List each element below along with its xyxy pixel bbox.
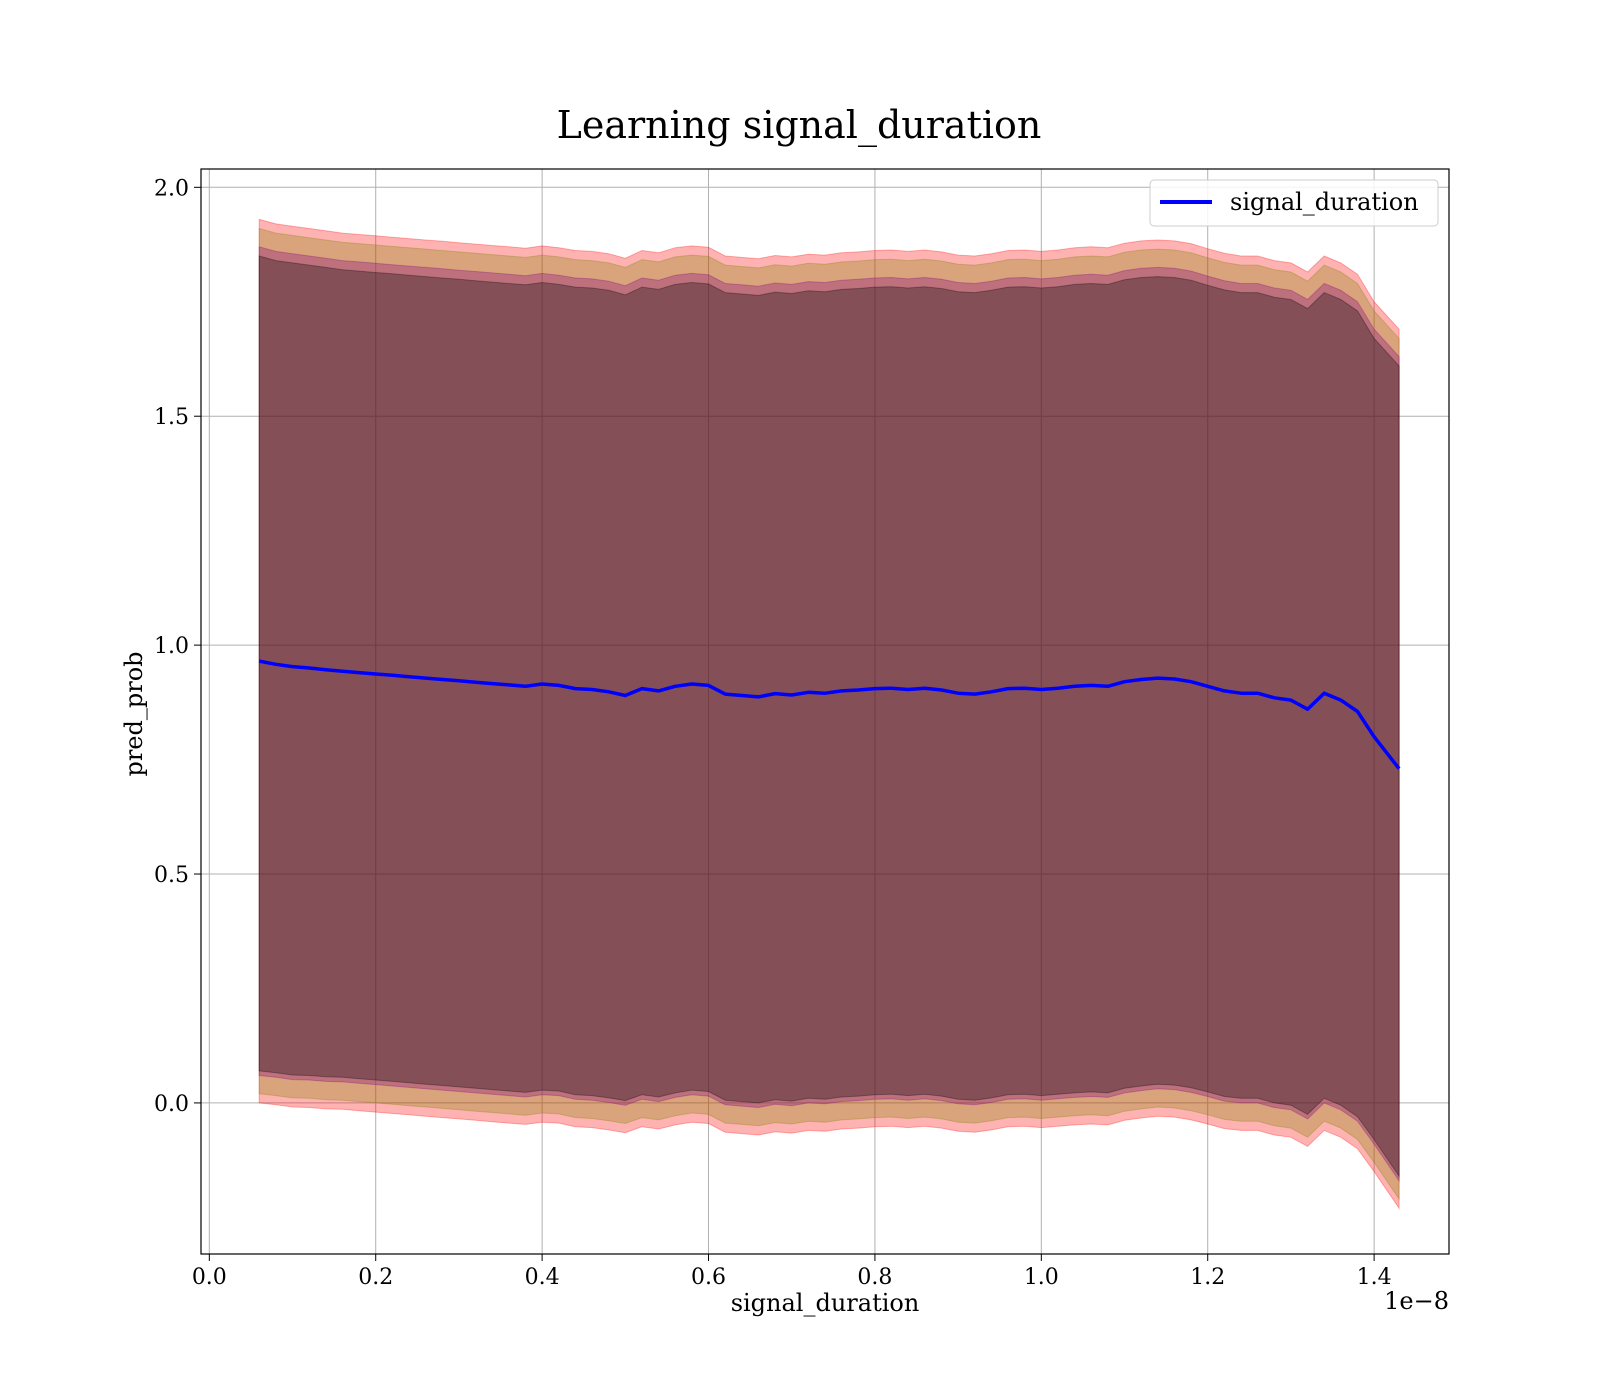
x-tick-label-0: 0.0 [192, 1265, 227, 1290]
x-tick-label-6: 1.2 [1190, 1265, 1225, 1290]
x-tick-label-1: 0.2 [358, 1265, 393, 1290]
x-axis-label: signal_duration [731, 1289, 920, 1317]
y-tick-label-0: 0.0 [154, 1092, 189, 1117]
legend: signal_duration [1149, 179, 1439, 227]
y-tick-label-4: 2.0 [154, 176, 189, 201]
y-axis-label: pred_prob [120, 651, 148, 776]
band-2 [258, 246, 1400, 1183]
x-tick-label-2: 0.4 [525, 1265, 560, 1290]
plot-frame [200, 168, 1450, 1255]
y-tick-label-2: 1.0 [154, 634, 189, 659]
y-tick-label-3: 1.5 [154, 405, 189, 430]
legend-entry-signal-duration: signal_duration [1230, 188, 1419, 216]
y-tick-label-1: 0.5 [154, 863, 189, 888]
x-tick-label-7: 1.4 [1357, 1265, 1392, 1290]
band-1 [258, 227, 1400, 1201]
x-tick-label-3: 0.6 [691, 1265, 726, 1290]
series-line-0 [258, 659, 1401, 770]
uncertainty-bands [258, 218, 1400, 1210]
band-3 [258, 255, 1400, 1178]
grid-lines [201, 169, 1449, 1254]
x-axis-ticks: 0.0 0.2 0.4 0.6 0.8 1.0 1.2 1.4 [192, 1254, 1392, 1290]
x-tick-label-5: 1.0 [1024, 1265, 1059, 1290]
x-tick-label-4: 0.8 [857, 1265, 892, 1290]
legend-box [1149, 179, 1439, 227]
chart-title: Learning signal_duration [557, 103, 1042, 148]
series-lines [258, 659, 1401, 770]
x-axis-offset-text: 1e−8 [1384, 1287, 1449, 1315]
y-axis-ticks: 0.0 0.5 1.0 1.5 2.0 [154, 176, 201, 1117]
band-0 [258, 218, 1400, 1210]
